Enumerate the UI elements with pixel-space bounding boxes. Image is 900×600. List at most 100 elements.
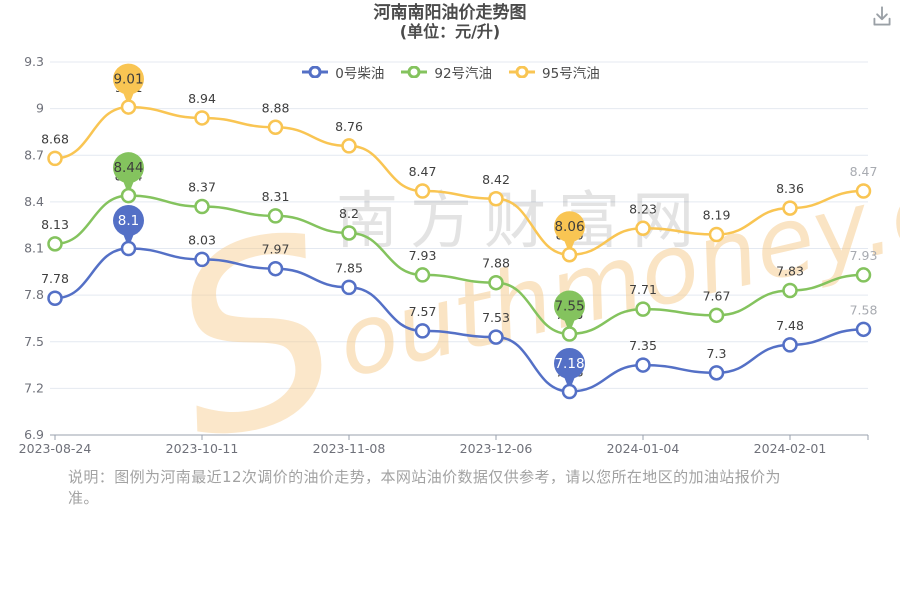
data-point-marker[interactable] <box>635 301 651 317</box>
data-label: 8.03 <box>188 232 216 247</box>
data-label: 7.48 <box>776 318 804 333</box>
data-label: 8.94 <box>188 91 216 106</box>
data-point-marker[interactable] <box>782 200 798 216</box>
value-pin[interactable]: 8.1 <box>113 205 144 248</box>
pin-value-label: 8.44 <box>113 160 143 176</box>
data-point-marker[interactable] <box>561 326 578 342</box>
value-pin[interactable]: 9.01 <box>113 63 144 107</box>
pin-value-label: 9.01 <box>113 72 143 88</box>
data-point-marker[interactable] <box>488 274 504 291</box>
legend-item-label: 92号汽油 <box>434 66 493 82</box>
value-pin[interactable]: 7.55 <box>554 290 585 333</box>
data-label: 7.58 <box>850 302 878 317</box>
data-point-marker[interactable] <box>414 323 431 339</box>
data-label: 8.88 <box>262 100 290 115</box>
data-label: 7.93 <box>409 248 437 263</box>
data-label: 8.19 <box>703 208 731 223</box>
data-label: 7.57 <box>409 304 437 319</box>
footer-line-2: 准。 <box>68 489 99 507</box>
data-point-marker[interactable] <box>120 99 137 115</box>
legend-item[interactable]: 92号汽油 <box>399 62 492 82</box>
data-label: 7.53 <box>482 310 510 325</box>
x-axis-label: 2024-01-04 <box>607 441 680 456</box>
data-label: 7.85 <box>335 260 363 275</box>
data-point-marker[interactable] <box>414 267 431 283</box>
chart-header: 河南南阳油价走势图 (单位：元/升) <box>0 3 900 41</box>
data-point-marker[interactable] <box>341 138 357 154</box>
y-axis-label: 8.1 <box>24 241 44 256</box>
data-label: 8.42 <box>482 172 510 187</box>
data-point-marker[interactable] <box>267 260 284 277</box>
data-point-marker[interactable] <box>708 365 725 381</box>
data-label: 7.35 <box>629 338 657 353</box>
data-point-marker[interactable] <box>635 220 651 237</box>
pin-value-label: 8.1 <box>118 213 139 229</box>
data-point-marker[interactable] <box>47 290 63 306</box>
data-point-marker[interactable] <box>855 183 872 199</box>
x-axis-label: 2023-12-06 <box>460 441 533 456</box>
pin-bubble <box>113 152 144 184</box>
pin-bubble <box>554 211 585 243</box>
data-label: 8.2 <box>339 206 359 221</box>
data-point-marker[interactable] <box>194 110 210 126</box>
legend-item-label: 95号汽油 <box>542 66 600 82</box>
data-label: 8.37 <box>188 180 216 195</box>
data-label: 8.23 <box>629 201 657 216</box>
data-label: 7.3 <box>707 346 727 361</box>
pin-bubble <box>113 63 144 95</box>
footer-note: 说明：图例为河南最近12次调价的油价走势，本网站油价数据仅供参考，请以您所在地区… <box>68 467 858 509</box>
data-point-marker[interactable] <box>561 383 578 400</box>
data-point-marker[interactable] <box>341 279 357 296</box>
data-point-marker[interactable] <box>782 282 798 299</box>
data-label: 8.47 <box>850 164 878 179</box>
data-point-marker[interactable] <box>194 198 210 215</box>
watermark-cn-text: 南方财富网 <box>336 184 706 257</box>
data-point-marker[interactable] <box>120 187 137 204</box>
data-point-marker[interactable] <box>47 236 63 252</box>
value-pin[interactable]: 8.06 <box>554 211 585 254</box>
data-point-marker[interactable] <box>635 357 651 373</box>
x-axis-label: 2023-11-08 <box>313 441 386 456</box>
data-label: 8.47 <box>409 164 437 179</box>
data-point-marker[interactable] <box>708 226 725 243</box>
y-axis-label: 9 <box>36 101 44 116</box>
data-label: 8.76 <box>335 119 363 134</box>
data-point-marker[interactable] <box>47 150 63 167</box>
watermark-en-initial: S <box>146 178 366 460</box>
data-label: 7.67 <box>703 288 731 303</box>
data-point-marker[interactable] <box>120 240 137 257</box>
data-point-marker[interactable] <box>708 307 725 324</box>
pin-bubble <box>554 347 585 379</box>
download-icon[interactable] <box>869 4 895 30</box>
legend: 0号柴油 92号汽油 95号汽油 <box>0 62 900 82</box>
value-pin[interactable]: 7.18 <box>554 347 585 391</box>
data-point-marker[interactable] <box>267 119 284 136</box>
chart-title: 河南南阳油价走势图 <box>373 3 527 23</box>
x-axis-label: 2023-10-11 <box>166 441 239 456</box>
data-point-marker[interactable] <box>782 337 798 353</box>
data-label: 7.71 <box>629 282 657 297</box>
data-point-marker[interactable] <box>414 183 431 199</box>
legend-item[interactable]: 95号汽油 <box>507 62 600 82</box>
y-axis-label: 7.5 <box>24 334 44 349</box>
legend-marker-icon <box>509 66 536 78</box>
y-axis-label: 8.7 <box>24 147 44 162</box>
value-pin[interactable]: 8.44 <box>113 152 144 195</box>
pin-value-label: 7.18 <box>554 356 584 372</box>
data-point-marker[interactable] <box>341 225 357 241</box>
data-point-marker[interactable] <box>488 329 504 345</box>
data-point-marker[interactable] <box>855 321 872 338</box>
y-axis-label: 7.2 <box>24 380 44 395</box>
legend-item[interactable]: 0号柴油 <box>300 62 384 82</box>
data-point-marker[interactable] <box>194 251 210 268</box>
legend-item-label: 0号柴油 <box>335 66 385 82</box>
data-point-marker[interactable] <box>561 246 578 263</box>
y-axis-label: 7.8 <box>24 287 44 302</box>
data-point-marker[interactable] <box>488 191 504 207</box>
data-point-marker[interactable] <box>855 267 872 283</box>
data-label: 8.68 <box>41 131 69 146</box>
data-label: 7.83 <box>776 263 804 278</box>
data-point-marker[interactable] <box>267 208 284 224</box>
